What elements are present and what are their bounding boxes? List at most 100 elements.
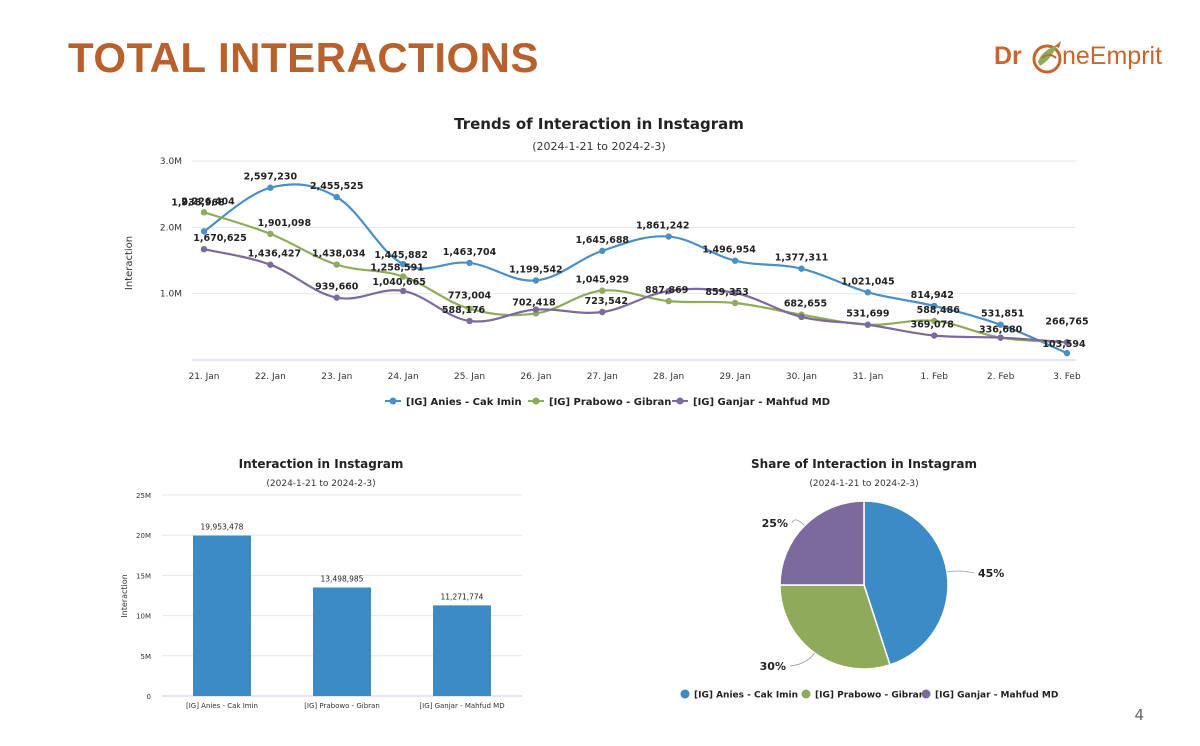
bar-chart-y-tick-label: 20M	[136, 532, 151, 540]
line-data-label-ig-prabowo-gibran: 702,418	[512, 297, 556, 308]
line-chart-y-tick-label: 2.0M	[160, 223, 182, 233]
line-data-label-ig-anies-cak-imin: 1,496,954	[702, 245, 756, 256]
line-data-label-ig-ganjar-mahfud-md: 588,176	[442, 305, 486, 316]
line-point-ig-anies-cak-imin	[267, 184, 274, 191]
legend-marker-ig-prabowo-gibran	[532, 397, 540, 405]
line-point-ig-prabowo-gibran	[931, 317, 938, 325]
line-chart-instagram-trends: Trends of Interaction in Instagram (2024…	[124, 115, 1089, 408]
line-chart-subtitle: (2024-1-21 to 2024-2-3)	[532, 140, 665, 153]
legend-label-ig-prabowo-gibran[interactable]: [IG] Prabowo - Gibran	[549, 397, 671, 408]
line-data-label-ig-ganjar-mahfud-md: 1,040,665	[372, 277, 426, 288]
line-point-ig-anies-cak-imin	[1063, 349, 1071, 357]
line-point-ig-ganjar-mahfud-md	[333, 294, 340, 301]
line-chart-y-axis-label: Interaction	[124, 236, 135, 290]
bar-chart-title: Interaction in Instagram	[239, 457, 404, 471]
line-point-ig-ganjar-mahfud-md	[864, 321, 872, 328]
line-chart-x-tick-label: 23. Jan	[321, 372, 352, 382]
pie-legend-marker-ig-ganjar-mahfud-md	[921, 689, 931, 699]
line-chart-x-tick-label: 25. Jan	[454, 372, 485, 382]
line-point-ig-ganjar-mahfud-md	[665, 287, 672, 295]
logo-text-part1: Dr	[994, 42, 1022, 70]
line-data-label-ig-anies-cak-imin: 1,938,968	[171, 197, 225, 208]
line-data-label-ig-prabowo-gibran: 336,680	[979, 325, 1023, 336]
line-chart-x-tick-label: 21. Jan	[188, 372, 219, 382]
pie-legend-label-ig-anies-cak-imin[interactable]: [IG] Anies - Cak Imin	[694, 691, 798, 701]
line-data-label-ig-anies-cak-imin: 1,645,688	[576, 235, 630, 246]
legend-label-ig-ganjar-mahfud-md[interactable]: [IG] Ganjar - Mahfud MD	[693, 397, 830, 408]
slide-title: TOTAL INTERACTIONS	[68, 34, 539, 81]
pie-legend-marker-ig-anies-cak-imin	[680, 689, 690, 699]
line-data-label-ig-prabowo-gibran: 1,901,098	[258, 218, 312, 229]
line-chart-x-tick-label: 1. Feb	[921, 372, 949, 382]
line-data-label-ig-anies-cak-imin: 1,021,045	[841, 276, 895, 287]
line-data-label-ig-anies-cak-imin: 2,455,525	[310, 181, 364, 192]
line-series-ig-prabowo-gibran	[203, 211, 1068, 344]
line-data-label-ig-prabowo-gibran: 1,258,591	[370, 263, 424, 274]
pie-slice-ig-prabowo-gibran	[779, 584, 891, 670]
line-chart-x-tick-label: 24. Jan	[388, 372, 419, 382]
line-point-ig-anies-cak-imin	[997, 321, 1004, 328]
bar-chart-x-tick-label: [IG] Ganjar - Mahfud MD	[419, 702, 504, 710]
pie-slice-ig-ganjar-mahfud-md	[779, 500, 865, 586]
pie-data-label-ig-ganjar-mahfud-md: 25%	[762, 517, 788, 530]
line-point-ig-anies-cak-imin	[599, 247, 606, 255]
bar-chart-y-tick-label: 25M	[136, 492, 151, 500]
bar-data-label: 19,953,478	[201, 523, 244, 532]
line-point-ig-anies-cak-imin	[798, 265, 805, 272]
line-point-ig-prabowo-gibran	[200, 209, 208, 216]
line-data-label-ig-anies-cak-imin: 1,377,311	[775, 253, 829, 264]
line-data-label-ig-anies-cak-imin: 814,942	[911, 290, 954, 301]
line-data-label-ig-anies-cak-imin: 103,594	[1042, 339, 1086, 350]
line-data-label-ig-anies-cak-imin: 1,463,704	[443, 247, 497, 258]
line-point-ig-anies-cak-imin	[864, 289, 872, 296]
line-data-label-ig-prabowo-gibran: 531,699	[846, 309, 889, 320]
line-data-label-ig-anies-cak-imin: 531,851	[981, 309, 1024, 320]
legend-marker-ig-anies-cak-imin	[389, 397, 397, 405]
line-data-label-ig-prabowo-gibran: 1,045,929	[576, 275, 630, 286]
line-data-label-ig-prabowo-gibran: 859,353	[705, 287, 748, 298]
line-chart-x-tick-label: 3. Feb	[1053, 372, 1081, 382]
pie-chart-title: Share of Interaction in Instagram	[751, 457, 977, 471]
line-point-ig-prabowo-gibran	[599, 287, 606, 294]
pie-legend-label-ig-prabowo-gibran[interactable]: [IG] Prabowo - Gibran	[815, 691, 925, 701]
line-point-ig-ganjar-mahfud-md	[267, 261, 274, 268]
line-point-ig-ganjar-mahfud-md	[466, 317, 473, 325]
pie-connector-line	[789, 652, 815, 667]
logo-text-part2: neEmprit	[1062, 42, 1163, 70]
line-point-ig-anies-cak-imin	[931, 302, 938, 310]
line-point-ig-ganjar-mahfud-md	[997, 334, 1004, 341]
pie-legend-label-ig-ganjar-mahfud-md[interactable]: [IG] Ganjar - Mahfud MD	[935, 691, 1058, 701]
line-chart-x-tick-label: 30. Jan	[786, 372, 817, 382]
line-point-ig-anies-cak-imin	[466, 259, 473, 267]
drone-logo-icon	[1032, 41, 1062, 74]
line-point-ig-prabowo-gibran	[731, 299, 739, 307]
line-data-label-ig-prabowo-gibran: 773,004	[448, 291, 492, 302]
line-data-label-ig-prabowo-gibran: 887,869	[645, 285, 688, 296]
bar-chart-y-tick-label: 5M	[141, 653, 152, 661]
line-data-label-ig-anies-cak-imin: 1,199,542	[509, 264, 563, 275]
line-chart-x-tick-label: 2. Feb	[987, 372, 1015, 382]
pie-connector-line	[791, 519, 805, 526]
line-point-ig-anies-cak-imin	[532, 277, 540, 284]
bar-ig-anies-cak-imin	[193, 535, 251, 696]
pie-data-label-ig-prabowo-gibran: 30%	[760, 660, 786, 673]
line-data-label-ig-ganjar-mahfud-md: 1,436,427	[248, 249, 302, 260]
line-point-ig-ganjar-mahfud-md	[200, 245, 208, 253]
line-point-ig-anies-cak-imin	[399, 260, 407, 268]
line-data-label-ig-prabowo-gibran: 2,226,404	[181, 196, 235, 207]
page-number: 4	[1134, 706, 1144, 724]
line-data-label-ig-ganjar-mahfud-md: 1,670,625	[193, 233, 247, 244]
line-chart-x-tick-label: 27. Jan	[587, 372, 618, 382]
line-point-ig-prabowo-gibran	[267, 230, 274, 238]
legend-marker-ig-ganjar-mahfud-md	[676, 397, 684, 405]
pie-chart-instagram-share: Share of Interaction in Instagram (2024-…	[680, 457, 1058, 701]
line-point-ig-prabowo-gibran	[665, 297, 672, 305]
legend-label-ig-anies-cak-imin[interactable]: [IG] Anies - Cak Imin	[406, 397, 522, 408]
line-chart-x-tick-label: 28. Jan	[653, 372, 684, 382]
line-point-ig-ganjar-mahfud-md	[1063, 339, 1071, 346]
line-point-ig-ganjar-mahfud-md	[399, 287, 407, 295]
bar-chart-y-axis-label: Interaction	[120, 574, 129, 617]
line-data-label-ig-prabowo-gibran: 682,655	[784, 299, 827, 310]
line-point-ig-ganjar-mahfud-md	[731, 289, 739, 297]
bar-ig-ganjar-mahfud-md	[433, 605, 491, 696]
